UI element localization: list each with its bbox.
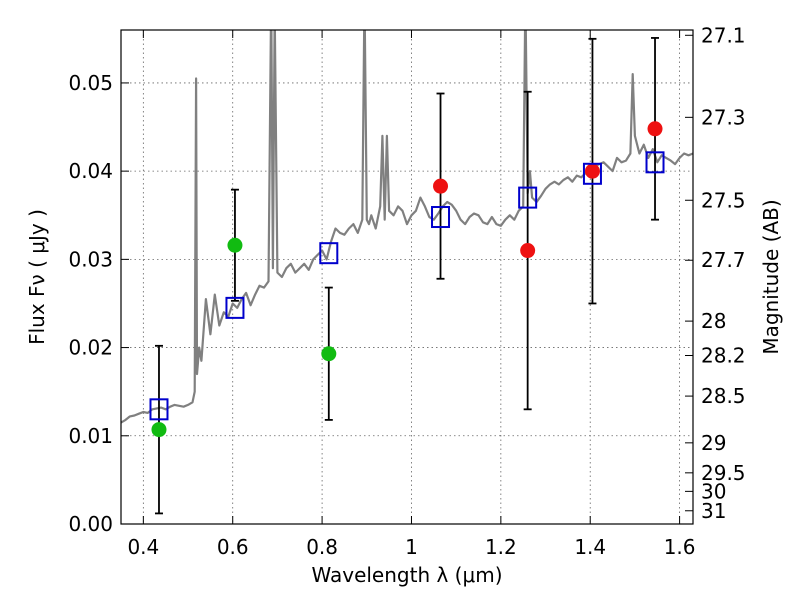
x-tick-label: 0.6	[217, 535, 249, 559]
x-tick-label: 1.2	[485, 535, 517, 559]
green-data-point	[151, 422, 167, 438]
x-tick-label: 1.4	[574, 535, 606, 559]
magnitude-tick-label: 30	[701, 479, 726, 503]
model-square	[431, 206, 451, 229]
red-data-point	[520, 243, 536, 259]
ticks-layer: 0.4 0.6 0.8 1 1.2 1.4 1.6 0.00 0.01 0.02 0.03 0.04 0…	[68, 23, 745, 559]
magnitude-tick-label: 27.5	[701, 188, 746, 212]
model-square	[518, 186, 538, 209]
y-tick-label: 0.00	[68, 512, 113, 536]
y-tick-label: 0.03	[68, 247, 113, 271]
red-data-point	[584, 163, 600, 179]
y-tick-label: 0.01	[68, 424, 113, 448]
green-data-point	[321, 346, 337, 362]
magnitude-tick-label: 28.2	[701, 344, 746, 368]
magnitude-axis-title: Magnitude (AB)	[759, 199, 783, 354]
y-tick-label: 0.04	[68, 159, 113, 183]
magnitude-tick-label: 31	[701, 499, 726, 523]
grid	[121, 30, 693, 525]
magnitude-tick-label: 29	[701, 431, 726, 455]
model-square	[225, 296, 245, 319]
y-axis-title: Flux Fν ( μJy )	[25, 209, 49, 345]
y-tick-label: 0.02	[68, 336, 113, 360]
spectrum-layer	[121, 30, 693, 424]
magnitude-tick-label: 27.7	[701, 248, 746, 272]
x-axis-title: Wavelength λ (μm)	[311, 563, 502, 587]
magnitude-tick-label: 27.1	[701, 23, 746, 47]
x-tick-label: 1	[405, 535, 418, 559]
y-tick-label: 0.05	[68, 71, 113, 95]
green-data-point	[227, 237, 243, 253]
magnitude-tick-label: 27.3	[701, 105, 746, 129]
magnitude-tick-label: 29.5	[701, 461, 746, 485]
model-square	[149, 398, 169, 421]
magnitude-tick-label: 28.5	[701, 384, 746, 408]
red-data-point	[433, 178, 449, 194]
x-tick-label: 0.8	[306, 535, 338, 559]
model-square	[582, 162, 602, 185]
plot-frame	[120, 29, 694, 525]
magnitude-tick-label: 28	[701, 309, 726, 333]
spectrum-line	[121, 30, 693, 424]
points-layer	[149, 37, 665, 515]
red-data-point	[647, 121, 663, 137]
model-square	[645, 151, 665, 174]
model-square	[319, 242, 339, 265]
x-tick-label: 1.6	[664, 535, 696, 559]
x-tick-label: 0.4	[127, 535, 159, 559]
